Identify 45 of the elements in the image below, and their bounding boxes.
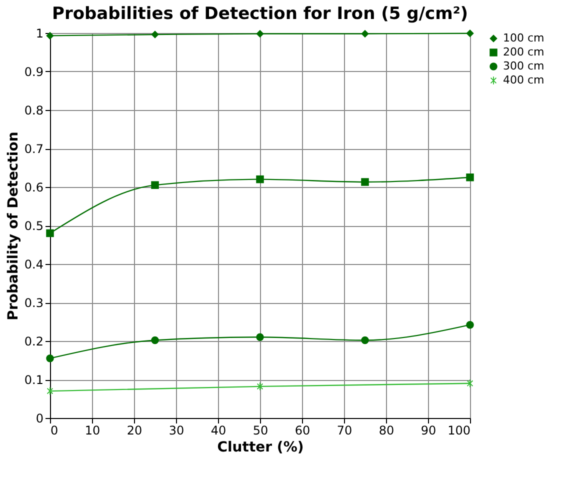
x-tick-label: 50 [252,424,268,438]
y-tick-label: 0.2 [24,334,44,348]
x-tick-label: 10 [84,424,100,438]
point [46,354,54,362]
x-tick-label: 0 [50,424,58,438]
y-tick-label: 1 [36,26,44,40]
x-tick-label: 70 [336,424,352,438]
point [151,181,159,189]
legend-label: 100 cm [503,32,544,44]
point [256,30,264,38]
x-tick-label: 90 [420,424,436,438]
point [466,174,474,182]
chart-title: Probabilities of Detection for Iron (5 g/cm²) [52,4,468,24]
point [361,30,369,38]
x-tick-label: 60 [294,424,310,438]
point [46,229,54,238]
legend-label: 200 cm [503,46,544,58]
point [151,30,159,38]
y-tick-label: 0.8 [24,104,44,118]
y-tick-label: 0.6 [24,180,44,194]
y-tick-label: 0.4 [24,258,44,272]
x-tick-label: 100 [448,424,470,438]
legend-label: 400 cm [503,74,544,86]
x-tick-label: 80 [378,424,394,438]
point [256,333,264,342]
x-tick-label: 40 [210,424,226,438]
x-axis-title: Clutter (%) [217,440,304,456]
legend-label: 300 cm [503,60,544,72]
point [466,320,474,329]
point [361,336,369,344]
y-tick-label: 0.1 [24,373,44,387]
point [256,382,264,390]
y-tick-label: 0.7 [24,142,44,156]
x-tick-label: 30 [168,424,184,438]
point [361,178,369,186]
y-tick-label: 0.3 [24,296,44,310]
point [466,30,474,38]
point [46,387,54,395]
point [151,336,159,344]
point [256,175,264,184]
y-tick-label: 0 [36,412,44,426]
y-tick-label: 0.5 [24,219,44,233]
y-tick-label: 0.9 [24,65,44,79]
y-axis-title: Probability of Detection [5,132,22,320]
x-tick-label: 20 [126,424,142,438]
